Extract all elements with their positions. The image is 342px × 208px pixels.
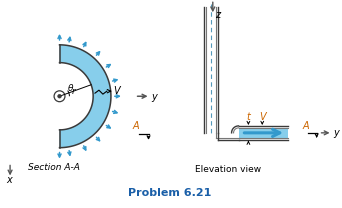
Text: Section A-A: Section A-A	[28, 163, 80, 172]
Text: $V$: $V$	[259, 110, 268, 122]
Text: $z$: $z$	[215, 10, 222, 20]
Text: $V$: $V$	[113, 84, 122, 96]
Wedge shape	[60, 45, 111, 148]
Text: $t$: $t$	[247, 110, 252, 122]
Circle shape	[54, 91, 65, 102]
Text: $x$: $x$	[6, 175, 14, 185]
Text: $r$: $r$	[71, 86, 78, 96]
Text: $\theta$: $\theta$	[67, 82, 75, 93]
Text: $A$: $A$	[132, 119, 140, 131]
Bar	[238, 128, 288, 138]
Text: $y$: $y$	[152, 92, 160, 104]
Text: Elevation view: Elevation view	[195, 165, 261, 174]
Circle shape	[58, 94, 61, 98]
Text: Problem 6.21: Problem 6.21	[128, 188, 211, 198]
Text: $A$: $A$	[302, 119, 310, 131]
Text: $y$: $y$	[333, 128, 342, 140]
